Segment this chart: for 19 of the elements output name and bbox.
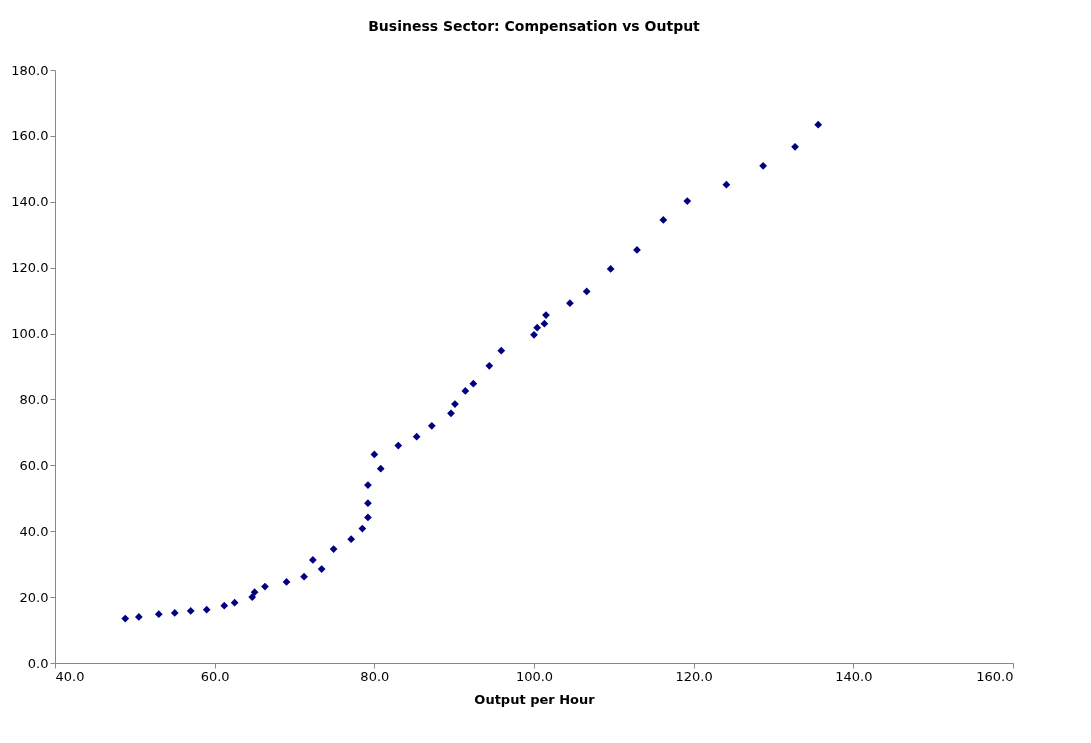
x-tick-label: 120.0: [675, 668, 713, 684]
chart-title: Business Sector: Compensation vs Output: [368, 18, 701, 34]
x-tick-label: 140.0: [835, 668, 873, 684]
x-tick-label: 80.0: [360, 668, 390, 684]
y-tick-label: 160.0: [11, 128, 49, 144]
y-tick-label: 40.0: [19, 523, 49, 539]
x-axis-title: Output per Hour: [474, 691, 596, 707]
x-tick-label: 160.0: [976, 668, 1014, 684]
y-tick-label: 100.0: [11, 326, 49, 342]
y-tick-label: 80.0: [19, 391, 49, 407]
y-tick-label: 0.0: [27, 655, 49, 671]
y-tick-label: 120.0: [11, 260, 49, 276]
x-tick-label: 40.0: [55, 668, 85, 684]
y-tick-label: 60.0: [19, 457, 49, 473]
x-tick-label: 60.0: [200, 668, 230, 684]
y-tick-label: 20.0: [19, 589, 49, 605]
x-tick-label: 100.0: [515, 668, 554, 684]
y-tick-label: 140.0: [11, 194, 49, 210]
y-tick-label: 180.0: [11, 62, 49, 78]
